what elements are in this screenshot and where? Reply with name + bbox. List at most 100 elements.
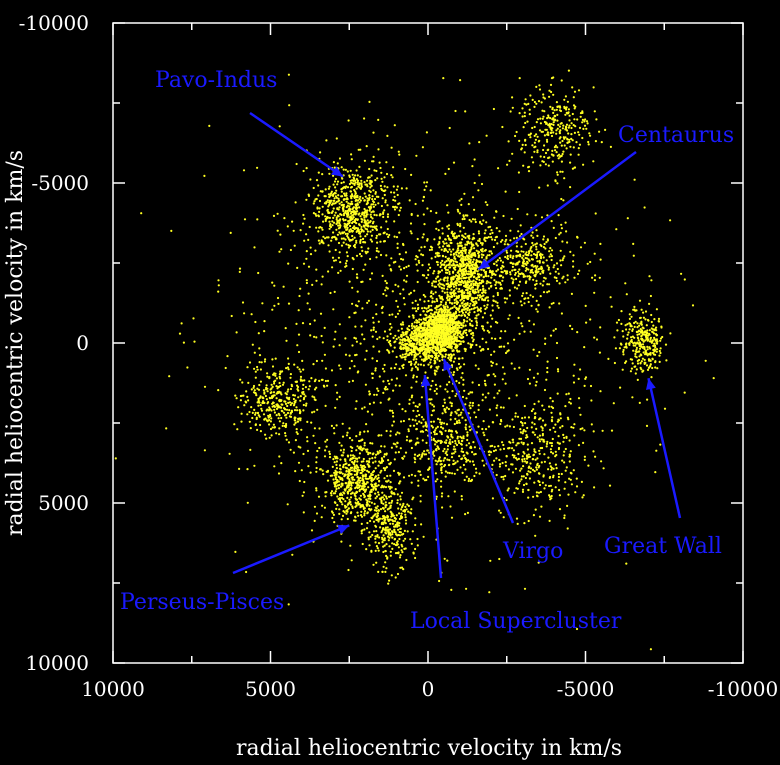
data-point [275, 385, 278, 388]
data-point [530, 250, 533, 253]
data-point [354, 179, 357, 182]
data-point [379, 233, 382, 236]
data-point [511, 262, 514, 265]
data-point [482, 294, 485, 297]
data-point [379, 526, 382, 529]
data-point [644, 318, 647, 321]
data-point [458, 262, 461, 265]
data-point [470, 273, 473, 276]
data-point [564, 113, 567, 116]
data-point [265, 437, 268, 440]
data-point [646, 329, 649, 332]
data-point [515, 130, 518, 134]
data-point [527, 268, 530, 271]
data-point [434, 291, 437, 294]
data-point [489, 232, 492, 235]
data-point [539, 267, 542, 270]
data-point [404, 358, 407, 361]
data-point [457, 314, 461, 317]
data-point [649, 347, 652, 350]
data-point [332, 478, 335, 481]
data-point [497, 306, 500, 309]
data-point [484, 229, 487, 232]
data-point [281, 410, 284, 413]
data-point [398, 537, 401, 541]
data-point [333, 461, 336, 464]
data-point [358, 433, 361, 436]
data-point [390, 530, 394, 533]
data-point [431, 301, 434, 304]
data-point [437, 305, 440, 308]
data-point [260, 409, 264, 412]
data-point [345, 469, 348, 472]
data-point [533, 150, 536, 153]
data-point [259, 380, 262, 383]
data-point [340, 501, 343, 504]
data-point [317, 184, 320, 187]
data-point [479, 241, 482, 245]
data-point [384, 549, 387, 553]
data-point [492, 299, 495, 302]
data-point [400, 333, 403, 336]
data-point [404, 505, 407, 508]
data-point [354, 246, 357, 249]
data-point [428, 324, 431, 327]
data-point [384, 506, 387, 509]
data-point [332, 231, 335, 234]
data-point [332, 199, 335, 202]
data-point [268, 406, 271, 409]
data-point [496, 301, 499, 304]
data-point [340, 188, 343, 191]
data-point [632, 344, 635, 347]
data-point [572, 96, 575, 99]
data-point [430, 424, 433, 427]
data-point [432, 272, 435, 275]
data-point [354, 470, 357, 473]
data-point [465, 283, 468, 286]
data-point [347, 213, 350, 216]
data-point [439, 343, 442, 346]
data-point [626, 337, 629, 340]
data-point [471, 336, 474, 339]
data-point [449, 418, 452, 421]
data-point [464, 214, 467, 217]
data-point [617, 318, 621, 322]
data-point [372, 563, 375, 566]
data-point [549, 131, 552, 134]
data-point [334, 501, 337, 504]
data-point [424, 313, 427, 316]
data-point [358, 481, 361, 484]
data-point [469, 401, 472, 404]
data-point [370, 184, 373, 187]
data-point [396, 572, 400, 576]
data-point [365, 548, 368, 551]
data-point [443, 457, 446, 460]
data-point [448, 270, 451, 273]
data-point [528, 108, 531, 111]
data-point [521, 272, 524, 275]
data-point [342, 181, 345, 184]
data-point [458, 366, 461, 369]
data-point [500, 270, 503, 273]
data-point [347, 244, 350, 247]
data-point [323, 455, 327, 458]
data-point [370, 550, 373, 553]
data-point [404, 509, 407, 512]
data-point [356, 196, 359, 199]
data-point [396, 185, 399, 188]
data-point [342, 168, 345, 171]
data-point [342, 219, 345, 222]
data-point [386, 213, 390, 216]
data-point [581, 121, 584, 124]
data-point [394, 552, 398, 555]
data-point [657, 317, 661, 320]
data-point [486, 321, 489, 324]
data-point [389, 550, 392, 553]
data-point [373, 197, 377, 201]
data-point [537, 140, 540, 143]
data-point [272, 373, 275, 376]
data-point [386, 204, 389, 207]
data-point [398, 403, 401, 406]
data-point [356, 210, 359, 213]
data-point [419, 363, 423, 366]
